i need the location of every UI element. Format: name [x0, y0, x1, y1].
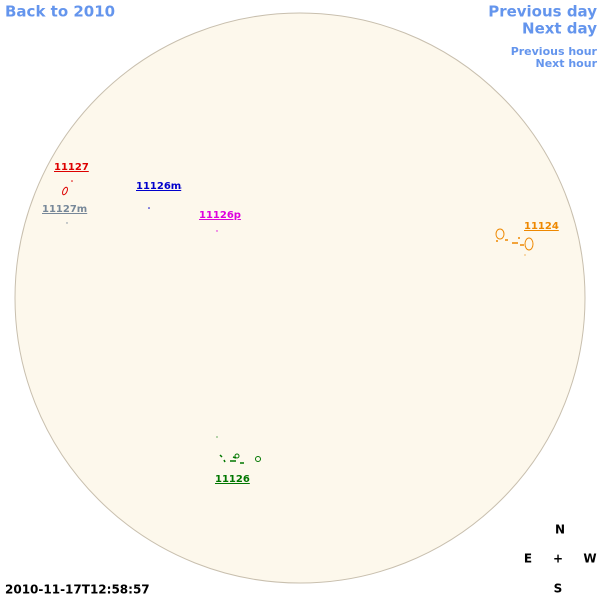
spot [496, 237, 524, 246]
spot [219, 454, 244, 464]
previous-day-link[interactable]: Previous day [488, 3, 597, 21]
next-day-link[interactable]: Next day [522, 20, 597, 38]
region-label[interactable]: 11126p [199, 210, 241, 221]
region-label[interactable]: 11127 [54, 162, 89, 173]
spot [62, 186, 68, 196]
region-label[interactable]: 11126 [215, 474, 250, 485]
region-label[interactable]: 11124 [524, 221, 559, 232]
spot [234, 453, 240, 459]
sunspots [62, 180, 534, 464]
region-label[interactable]: 11127m [42, 204, 87, 215]
timestamp: 2010-11-17T12:58:57 [5, 583, 150, 597]
spot [524, 237, 534, 251]
compass-east: E [524, 552, 532, 566]
compass-north: N [555, 523, 565, 537]
back-link[interactable]: Back to 2010 [5, 3, 115, 21]
solar-disk [14, 12, 586, 584]
spot [255, 456, 261, 462]
spot [216, 230, 218, 232]
compass-west: W [583, 552, 596, 566]
spot [66, 222, 68, 224]
compass-south: S [554, 582, 563, 596]
spot [216, 436, 218, 438]
compass-center: + [553, 552, 563, 566]
spot [180, 187, 182, 189]
next-hour-link[interactable]: Next hour [536, 57, 598, 70]
spot [71, 180, 73, 182]
region-label[interactable]: 11126m [136, 181, 181, 192]
previous-hour-link[interactable]: Previous hour [511, 45, 598, 58]
spot [148, 207, 150, 209]
spot [524, 254, 526, 256]
spot [495, 228, 505, 240]
